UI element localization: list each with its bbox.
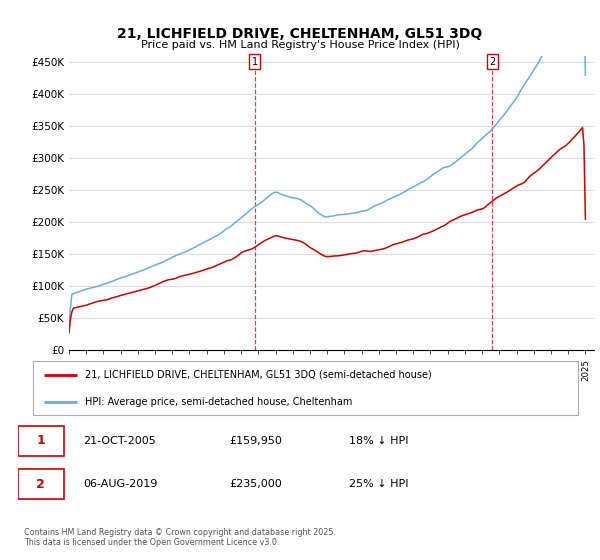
FancyBboxPatch shape — [33, 361, 578, 415]
Text: 2: 2 — [37, 478, 45, 491]
Text: 25% ↓ HPI: 25% ↓ HPI — [349, 479, 408, 489]
FancyBboxPatch shape — [18, 426, 64, 456]
Text: 1: 1 — [37, 435, 45, 447]
Text: 06-AUG-2019: 06-AUG-2019 — [83, 479, 158, 489]
Text: 1: 1 — [252, 57, 258, 67]
Text: 21-OCT-2005: 21-OCT-2005 — [83, 436, 156, 446]
Text: £235,000: £235,000 — [229, 479, 281, 489]
Text: HPI: Average price, semi-detached house, Cheltenham: HPI: Average price, semi-detached house,… — [85, 397, 353, 407]
Text: Price paid vs. HM Land Registry's House Price Index (HPI): Price paid vs. HM Land Registry's House … — [140, 40, 460, 50]
Text: Contains HM Land Registry data © Crown copyright and database right 2025.
This d: Contains HM Land Registry data © Crown c… — [24, 528, 336, 547]
Text: 21, LICHFIELD DRIVE, CHELTENHAM, GL51 3DQ (semi-detached house): 21, LICHFIELD DRIVE, CHELTENHAM, GL51 3D… — [85, 370, 432, 380]
Text: 18% ↓ HPI: 18% ↓ HPI — [349, 436, 408, 446]
Text: £159,950: £159,950 — [229, 436, 282, 446]
Text: 21, LICHFIELD DRIVE, CHELTENHAM, GL51 3DQ: 21, LICHFIELD DRIVE, CHELTENHAM, GL51 3D… — [118, 27, 482, 41]
FancyBboxPatch shape — [18, 469, 64, 499]
Text: 2: 2 — [490, 57, 496, 67]
